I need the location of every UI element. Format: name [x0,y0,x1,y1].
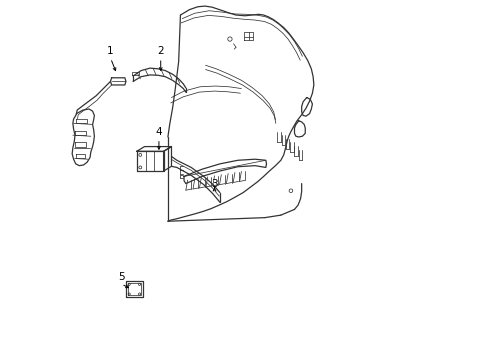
Text: 1: 1 [107,46,114,56]
Text: 5: 5 [118,272,124,282]
Text: 4: 4 [156,127,162,137]
Text: 2: 2 [157,46,164,56]
Text: 3: 3 [211,179,218,189]
